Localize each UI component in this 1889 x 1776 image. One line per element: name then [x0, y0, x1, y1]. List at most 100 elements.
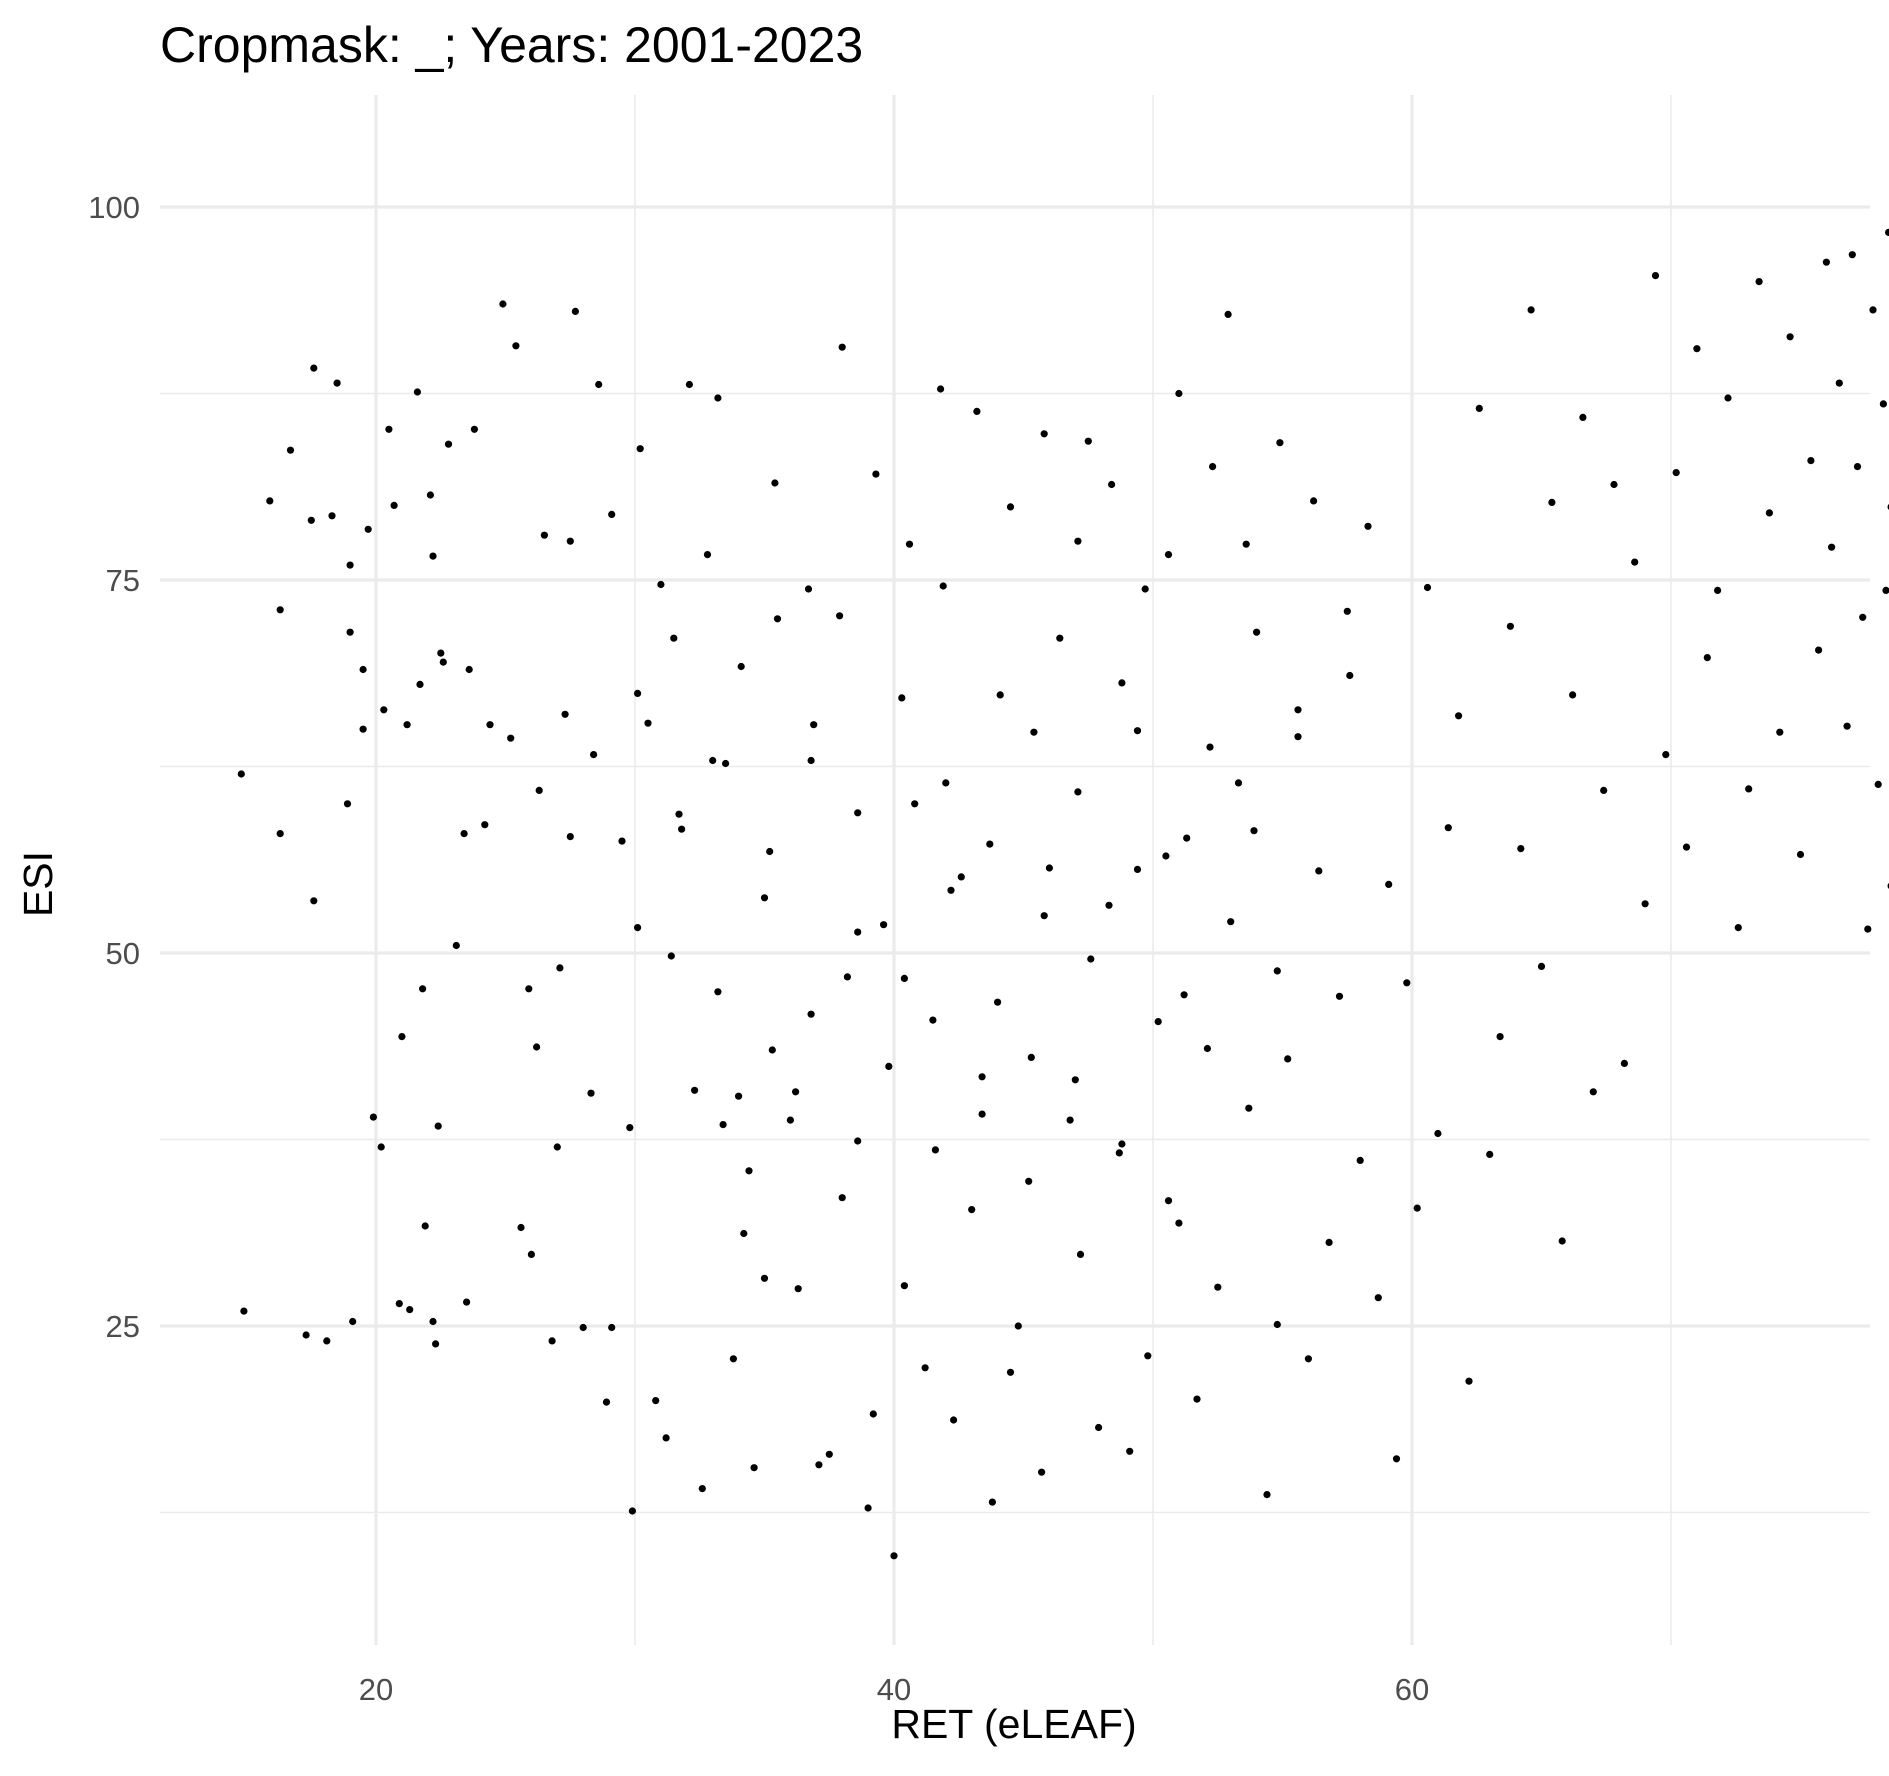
data-point — [1336, 993, 1343, 1000]
data-point — [471, 426, 478, 433]
data-point — [1859, 614, 1866, 621]
data-point — [958, 873, 965, 880]
data-point — [1108, 481, 1115, 488]
data-point — [901, 1282, 908, 1289]
data-point — [587, 1090, 594, 1097]
data-point — [1836, 380, 1843, 387]
data-point — [580, 1324, 587, 1331]
data-point — [766, 848, 773, 855]
data-point — [787, 1117, 794, 1124]
data-point — [1807, 457, 1814, 464]
data-point — [704, 551, 711, 558]
y-axis-title: ESI — [15, 851, 61, 917]
data-point — [507, 735, 514, 742]
data-point — [929, 1017, 936, 1024]
data-point — [1844, 723, 1851, 730]
data-point — [735, 1093, 742, 1100]
data-point — [608, 511, 615, 518]
data-point — [1263, 1491, 1270, 1498]
data-point — [950, 1416, 957, 1423]
data-point — [1776, 729, 1783, 736]
chart-title: Cropmask: _; Years: 2001-2023 — [160, 17, 863, 73]
data-point — [1465, 1378, 1472, 1385]
gridlines — [160, 95, 1870, 1645]
data-point — [1294, 733, 1301, 740]
data-point — [1756, 278, 1763, 285]
data-point — [761, 1275, 768, 1282]
data-point — [277, 606, 284, 613]
data-point — [795, 1285, 802, 1292]
data-point — [709, 757, 716, 764]
data-point — [745, 1167, 752, 1174]
x-axis-title: RET (eLEAF) — [891, 1701, 1136, 1747]
data-point — [396, 1300, 403, 1307]
data-point — [461, 830, 468, 837]
data-point — [398, 1033, 405, 1040]
data-point — [365, 526, 372, 533]
data-point — [406, 1306, 413, 1313]
data-point — [1243, 541, 1250, 548]
data-point — [1445, 824, 1452, 831]
data-point — [826, 1451, 833, 1458]
data-point — [1276, 439, 1283, 446]
data-point — [1074, 788, 1081, 795]
data-point — [937, 385, 944, 392]
data-point — [549, 1337, 556, 1344]
data-point — [240, 1308, 247, 1315]
data-point — [738, 663, 745, 670]
data-point — [1517, 845, 1524, 852]
data-point — [308, 517, 315, 524]
data-point — [1144, 1352, 1151, 1359]
data-point — [1849, 251, 1856, 258]
data-point — [1344, 608, 1351, 615]
data-point — [1673, 469, 1680, 476]
data-point — [1206, 744, 1213, 751]
data-point — [1253, 629, 1260, 636]
data-point — [608, 1324, 615, 1331]
data-point — [1030, 729, 1037, 736]
data-point — [1864, 926, 1871, 933]
data-point — [1183, 835, 1190, 842]
data-point — [414, 388, 421, 395]
data-point — [1538, 963, 1545, 970]
data-point — [1497, 1033, 1504, 1040]
data-point — [435, 1123, 442, 1130]
data-point — [1074, 538, 1081, 545]
data-point — [663, 1434, 670, 1441]
data-point — [1621, 1060, 1628, 1067]
data-point — [1294, 706, 1301, 713]
data-point — [1357, 1157, 1364, 1164]
data-point — [1875, 781, 1882, 788]
data-point — [1250, 827, 1257, 834]
data-point — [997, 691, 1004, 698]
data-point — [751, 1464, 758, 1471]
data-point — [590, 751, 597, 758]
data-point — [670, 635, 677, 642]
data-point — [1105, 902, 1112, 909]
data-point — [287, 447, 294, 454]
data-point — [942, 779, 949, 786]
data-point — [1025, 1178, 1032, 1185]
data-point — [968, 1206, 975, 1213]
data-point — [404, 721, 411, 728]
data-point — [238, 770, 245, 777]
data-point — [1579, 414, 1586, 421]
data-point — [906, 541, 913, 548]
data-point — [1787, 333, 1794, 340]
data-point — [722, 760, 729, 767]
data-point — [808, 1011, 815, 1018]
data-point — [1181, 991, 1188, 998]
data-point — [1116, 1149, 1123, 1156]
data-point — [323, 1337, 330, 1344]
data-points — [238, 229, 1889, 1560]
data-point — [1631, 559, 1638, 566]
data-point — [805, 585, 812, 592]
data-point — [810, 721, 817, 728]
data-point — [1315, 867, 1322, 874]
data-point — [486, 721, 493, 728]
data-point — [385, 426, 392, 433]
data-point — [310, 897, 317, 904]
data-point — [556, 964, 563, 971]
